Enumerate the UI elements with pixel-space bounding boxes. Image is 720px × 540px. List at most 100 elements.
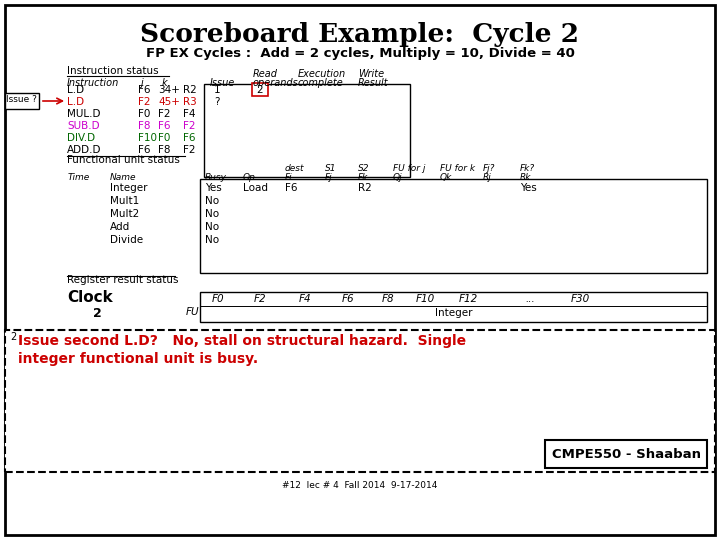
Text: No: No <box>205 235 219 245</box>
Text: No: No <box>205 209 219 219</box>
Text: F10: F10 <box>415 294 435 304</box>
Text: Fk?: Fk? <box>520 164 535 173</box>
Text: Name: Name <box>110 173 137 182</box>
Text: 2: 2 <box>93 307 102 320</box>
Text: 2: 2 <box>10 332 17 342</box>
Text: F12: F12 <box>459 294 477 304</box>
Text: Time: Time <box>68 173 90 182</box>
Text: #12  lec # 4  Fall 2014  9-17-2014: #12 lec # 4 Fall 2014 9-17-2014 <box>282 481 438 489</box>
Text: F6: F6 <box>158 121 171 131</box>
Text: Functional unit status: Functional unit status <box>67 155 180 165</box>
Text: Execution: Execution <box>298 69 346 79</box>
Text: F2: F2 <box>183 121 196 131</box>
Text: F2: F2 <box>158 109 171 119</box>
Text: DIV.D: DIV.D <box>67 133 95 143</box>
Text: F6: F6 <box>138 85 150 95</box>
Bar <box>5 330 715 472</box>
Text: FU for k: FU for k <box>440 164 475 173</box>
Text: Scoreboard Example:  Cycle 2: Scoreboard Example: Cycle 2 <box>140 22 580 47</box>
Text: Yes: Yes <box>205 183 222 193</box>
Text: R2: R2 <box>358 183 372 193</box>
Bar <box>5 93 39 109</box>
Text: k: k <box>162 78 168 88</box>
Text: CMPE550 - Shaaban: CMPE550 - Shaaban <box>552 448 701 461</box>
Text: dest: dest <box>285 164 305 173</box>
Text: complete: complete <box>298 78 343 88</box>
Text: F2: F2 <box>253 294 266 304</box>
Text: Fk: Fk <box>358 173 369 182</box>
Text: Issue second L.D?   No, stall on structural hazard.  Single: Issue second L.D? No, stall on structura… <box>18 334 466 348</box>
Text: Register result status: Register result status <box>67 275 179 285</box>
Text: Qk: Qk <box>440 173 452 182</box>
Text: F6: F6 <box>285 183 297 193</box>
Text: Load: Load <box>243 183 268 193</box>
Text: Integer: Integer <box>435 308 472 318</box>
Text: SUB.D: SUB.D <box>67 121 99 131</box>
Text: Add: Add <box>110 222 130 232</box>
Text: L.D: L.D <box>67 85 84 95</box>
Text: L.D: L.D <box>67 97 84 107</box>
Bar <box>252 83 268 96</box>
Text: Op: Op <box>243 173 256 182</box>
Text: integer functional unit is busy.: integer functional unit is busy. <box>18 352 258 366</box>
Text: F6: F6 <box>342 294 354 304</box>
Text: FU for j: FU for j <box>393 164 426 173</box>
Text: Fj?: Fj? <box>483 164 495 173</box>
Text: F0: F0 <box>138 109 150 119</box>
Text: F8: F8 <box>158 145 171 155</box>
Text: 34+: 34+ <box>158 85 180 95</box>
Text: j: j <box>140 78 143 88</box>
Bar <box>200 292 707 322</box>
Text: Mult1: Mult1 <box>110 196 139 206</box>
Text: operands: operands <box>253 78 299 88</box>
Text: R3: R3 <box>183 97 197 107</box>
Text: Rj: Rj <box>483 173 492 182</box>
Text: R2: R2 <box>183 85 197 95</box>
Text: F4: F4 <box>183 109 196 119</box>
Text: ADD.D: ADD.D <box>67 145 102 155</box>
Text: Instruction status: Instruction status <box>67 66 158 76</box>
Text: Mult2: Mult2 <box>110 209 139 219</box>
Text: F2: F2 <box>138 97 150 107</box>
Text: MUL.D: MUL.D <box>67 109 101 119</box>
Text: Yes: Yes <box>520 183 536 193</box>
Text: Fi: Fi <box>285 173 292 182</box>
Text: S1: S1 <box>325 164 336 173</box>
Text: Write: Write <box>358 69 384 79</box>
Text: Read: Read <box>253 69 278 79</box>
Text: F6: F6 <box>138 145 150 155</box>
Text: ?: ? <box>214 97 220 107</box>
Text: F0: F0 <box>158 133 171 143</box>
Text: Result: Result <box>358 78 389 88</box>
Text: Rk: Rk <box>520 173 531 182</box>
Text: F0: F0 <box>212 294 225 304</box>
Bar <box>204 84 410 177</box>
Text: F8: F8 <box>138 121 150 131</box>
Text: FP EX Cycles :  Add = 2 cycles, Multiply = 10, Divide = 40: FP EX Cycles : Add = 2 cycles, Multiply … <box>145 47 575 60</box>
Text: 45+: 45+ <box>158 97 180 107</box>
Bar <box>200 179 707 273</box>
Text: S2: S2 <box>358 164 369 173</box>
Text: Qj: Qj <box>393 173 402 182</box>
Text: Issue ?: Issue ? <box>6 95 37 104</box>
Text: F6: F6 <box>183 133 196 143</box>
Text: No: No <box>205 196 219 206</box>
Text: F30: F30 <box>570 294 590 304</box>
Text: F4: F4 <box>299 294 311 304</box>
Text: FU: FU <box>186 307 200 317</box>
Text: F8: F8 <box>382 294 395 304</box>
Text: No: No <box>205 222 219 232</box>
Text: F2: F2 <box>183 145 196 155</box>
Text: Divide: Divide <box>110 235 143 245</box>
Text: F10: F10 <box>138 133 157 143</box>
Text: Busy: Busy <box>205 173 227 182</box>
Text: Clock: Clock <box>67 290 113 305</box>
Text: 1: 1 <box>214 85 220 95</box>
Bar <box>545 440 707 468</box>
Text: Fj: Fj <box>325 173 333 182</box>
Text: ...: ... <box>525 294 535 304</box>
Text: Instruction: Instruction <box>67 78 120 88</box>
Text: Integer: Integer <box>110 183 148 193</box>
Text: Issue: Issue <box>210 78 235 88</box>
Text: 2: 2 <box>256 85 263 95</box>
